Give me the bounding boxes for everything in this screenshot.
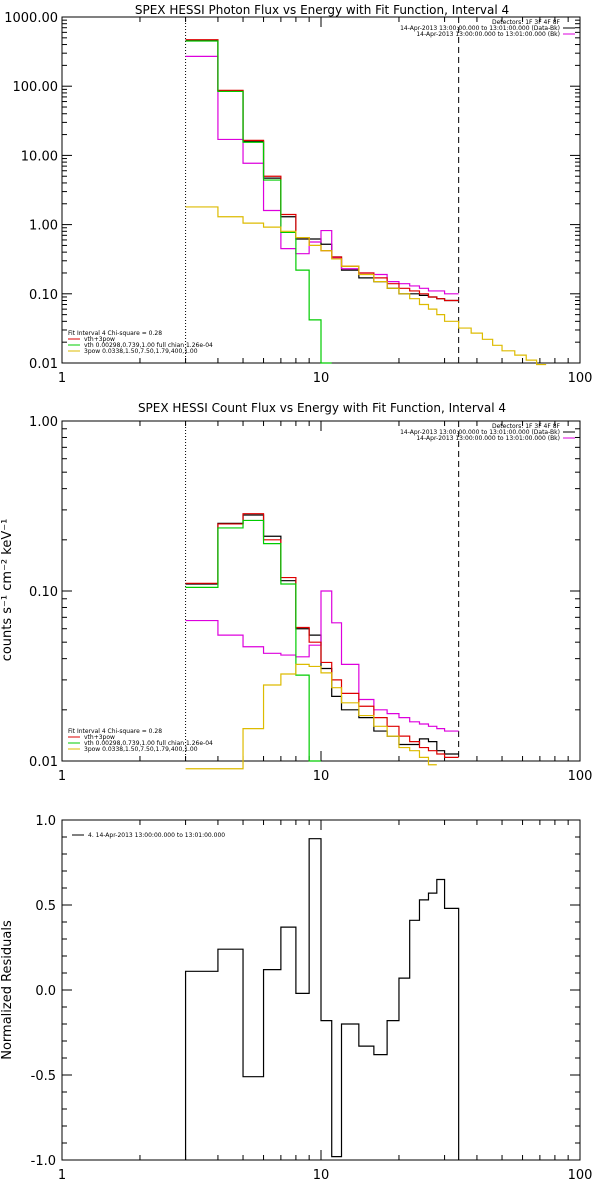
- series-3pow-line: [185, 206, 547, 366]
- y-tick-label: -0.5: [31, 1069, 56, 1084]
- series-vth-line: [185, 40, 332, 364]
- y-tick-label: 0.0: [35, 984, 56, 999]
- series-residual-line: [184, 838, 460, 1160]
- series-data-bk-line: [185, 39, 459, 302]
- series-bk-line: [185, 590, 459, 732]
- legend-bottom-entry: 3pow 0.0338,1.50,7.50,1.79,400,1.00: [84, 746, 198, 753]
- legend-top-entry: 14-Apr-2013 13:00:00.000 to 13:01:00.000…: [416, 435, 560, 442]
- legend-bottom-entry: vth+3pow: [84, 734, 115, 741]
- photon-flux-panel: SPEX HESSI Photon Flux vs Energy with Fi…: [4, 3, 592, 386]
- y-tick-label: 0.01: [29, 357, 58, 372]
- legend-bottom-entry: vth+3pow: [84, 336, 115, 343]
- legend-top-entry: 14-Apr-2013 13:00:00.000 to 13:01:00.000…: [400, 25, 560, 32]
- residuals-panel: Normalized Residuals 1 10 100 -1.0 -0.5 0.0 0.…: [0, 814, 592, 1183]
- y-tick-label: 1.0: [35, 814, 56, 829]
- x-tick-label: 1: [58, 769, 66, 784]
- count-flux-title: SPEX HESSI Count Flux vs Energy with Fit…: [138, 401, 506, 415]
- y-tick-label: 0.10: [29, 585, 58, 600]
- y-tick-label: 0.5: [35, 899, 56, 914]
- series-vth-3pow-line: [185, 39, 459, 302]
- legend-top-entry: Detectors: 1F 3F 4F 8F: [492, 19, 561, 26]
- y-tick-label: 1.00: [29, 219, 58, 234]
- series-vth-3pow-line: [185, 513, 459, 758]
- y-tick-label: 0.01: [29, 755, 58, 770]
- x-tick-label: 1: [58, 1168, 66, 1183]
- series-vth-line: [185, 519, 321, 762]
- legend-bottom-entry: vth 0.00298,0.739,1.00 full chian 1.26e-…: [84, 740, 213, 747]
- photon-flux-title: SPEX HESSI Photon Flux vs Energy with Fi…: [135, 3, 509, 17]
- x-tick-label: 100: [568, 1168, 593, 1183]
- x-tick-label: 10: [313, 769, 330, 784]
- y-tick-label: -1.0: [31, 1154, 56, 1169]
- y-tick-label: 1.00: [29, 415, 58, 430]
- legend-bottom-entry: 3pow 0.0338,1.50,7.50,1.79,400,1.00: [84, 348, 198, 355]
- series-data-bk-line: [185, 514, 459, 755]
- y-tick-label: 100.00: [13, 80, 59, 95]
- y-tick-label: 10.00: [21, 149, 58, 164]
- x-tick-label: 1: [58, 371, 66, 386]
- legend-bottom-entry: vth 0.00298,0.739,1.00 full chian 1.26e-…: [84, 342, 213, 349]
- legend-bottom-entry: Fit Interval 4 Chi-square = 0.28: [68, 728, 162, 735]
- x-tick-label: 100: [568, 371, 593, 386]
- series-3pow-line: [185, 663, 437, 770]
- legend-top-entry: Detectors: 1F 3F 4F 8F: [492, 423, 561, 430]
- x-tick-label: 10: [313, 1168, 330, 1183]
- residuals-legend-entry: 4. 14-Apr-2013 13:00:00.000 to 13:01:00.…: [88, 832, 225, 839]
- x-tick-label: 10: [313, 371, 330, 386]
- y-tick-label: 0.10: [29, 288, 58, 303]
- photon-flux-plot-frame: [61, 16, 581, 364]
- y-tick-label: 1000.00: [4, 11, 58, 26]
- count-flux-ylabel: counts s⁻¹ cm⁻² keV⁻¹: [0, 519, 15, 662]
- legend-top-entry: 14-Apr-2013 13:00:00.000 to 13:01:00.000…: [400, 429, 560, 436]
- count-flux-panel: SPEX HESSI Count Flux vs Energy with Fit…: [0, 401, 592, 784]
- legend-top-entry: 14-Apr-2013 13:00:00.000 to 13:01:00.000…: [416, 31, 560, 38]
- residuals-ylabel: Normalized Residuals: [0, 920, 15, 1060]
- legend-bottom-entry: Fit Interval 4 Chi-square = 0.28: [68, 330, 162, 337]
- x-tick-label: 100: [568, 769, 593, 784]
- series-bk-line: [185, 55, 459, 295]
